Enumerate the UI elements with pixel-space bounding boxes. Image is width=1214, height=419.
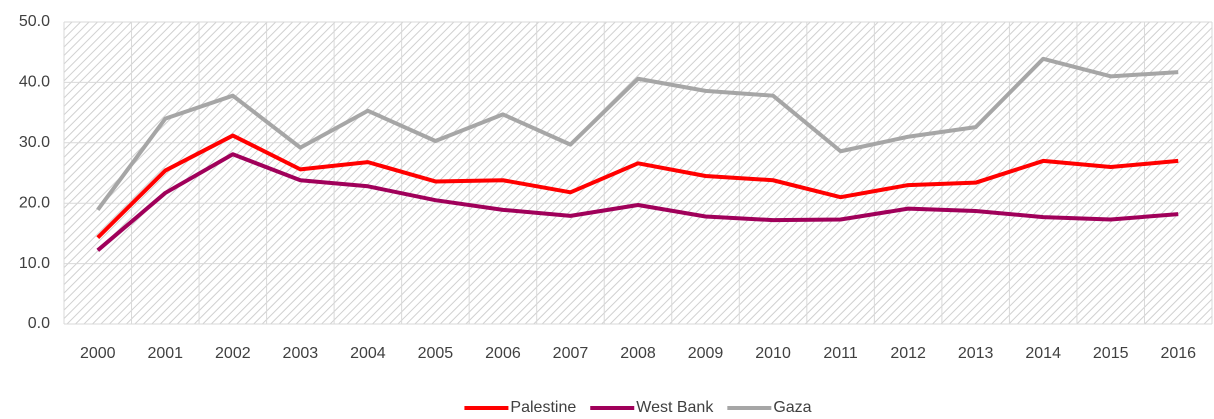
x-tick-label: 2014 bbox=[1025, 345, 1061, 362]
y-tick-label: 20.0 bbox=[19, 194, 50, 211]
legend-label: West Bank bbox=[636, 399, 714, 416]
x-tick-label: 2003 bbox=[283, 345, 319, 362]
line-series bbox=[96, 152, 1179, 252]
x-tick-label: 2008 bbox=[620, 345, 656, 362]
y-tick-label: 0.0 bbox=[28, 315, 50, 332]
y-tick-label: 40.0 bbox=[19, 74, 50, 91]
x-tick-label: 2001 bbox=[147, 345, 183, 362]
x-tick-label: 2016 bbox=[1160, 345, 1196, 362]
x-tick-label: 2015 bbox=[1093, 345, 1129, 362]
legend-label: Gaza bbox=[773, 399, 811, 416]
x-tick-label: 2010 bbox=[755, 345, 791, 362]
y-tick-label: 50.0 bbox=[19, 13, 50, 30]
legend-label: Palestine bbox=[510, 399, 576, 416]
x-tick-label: 2011 bbox=[823, 345, 858, 362]
x-tick-label: 2013 bbox=[958, 345, 994, 362]
x-tick-label: 2009 bbox=[688, 345, 724, 362]
y-tick-label: 10.0 bbox=[19, 255, 50, 272]
line-series bbox=[96, 56, 1179, 212]
line-series bbox=[96, 133, 1179, 240]
y-tick-label: 30.0 bbox=[19, 134, 50, 151]
x-tick-label: 2006 bbox=[485, 345, 521, 362]
x-tick-label: 2000 bbox=[80, 345, 116, 362]
x-tick-label: 2004 bbox=[350, 345, 386, 362]
x-tick-label: 2007 bbox=[553, 345, 589, 362]
x-tick-label: 2012 bbox=[890, 345, 926, 362]
legend: Palestine West Bank Gaza bbox=[464, 399, 812, 416]
x-tick-label: 2005 bbox=[418, 345, 454, 362]
x-tick-label: 2002 bbox=[215, 345, 251, 362]
plot-background bbox=[64, 22, 1212, 324]
